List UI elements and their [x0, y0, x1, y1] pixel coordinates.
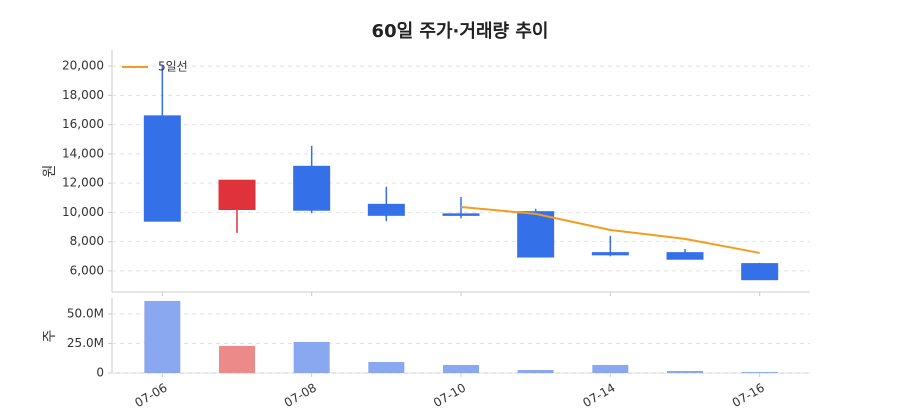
y-tick-label: 12,000: [62, 176, 104, 190]
candle-body: [517, 211, 555, 258]
volume-bar: [592, 364, 629, 373]
x-tick-label: 07-06: [132, 381, 169, 411]
volume-bar: [219, 345, 255, 373]
y-tick-label: 25.0M: [67, 336, 104, 350]
volume-bar: [368, 362, 405, 373]
candle-body: [218, 179, 256, 210]
y-tick-label: 0: [96, 366, 104, 380]
x-tick-label: 07-14: [580, 381, 617, 411]
chart-title: 60일 주가·거래량 추이: [372, 21, 549, 42]
y-tick-label: 14,000: [62, 146, 104, 160]
candle-body: [741, 263, 779, 281]
y-tick-label: 20,000: [62, 59, 104, 73]
x-tick-label: 07-10: [431, 381, 468, 411]
y-tick-label: 18,000: [62, 88, 104, 102]
y-tick-label: 6,000: [70, 263, 104, 277]
candle-body: [442, 213, 480, 216]
volume-bar: [667, 370, 703, 373]
volume-bar: [144, 300, 181, 373]
volume-bar: [293, 341, 330, 373]
volume-bar: [517, 370, 554, 373]
candle-body: [367, 203, 405, 216]
legend-label: 5일선: [158, 60, 188, 74]
y-tick-label: 8,000: [70, 234, 104, 248]
candle-body: [666, 252, 704, 260]
y-tick-label: 50.0M: [67, 306, 104, 320]
x-tick-label: 07-08: [282, 381, 319, 411]
ma-line: [460, 205, 760, 254]
candle-body: [293, 165, 331, 211]
x-tick-label: 07-16: [730, 381, 767, 411]
candle-body: [143, 115, 181, 222]
volume-bar: [443, 364, 479, 373]
y-tick-label: 10,000: [62, 205, 104, 219]
y-axis-title: 원: [42, 165, 58, 178]
y-tick-label: 16,000: [62, 117, 104, 131]
volume-bar: [741, 372, 778, 373]
y-axis-title: 주: [42, 329, 58, 342]
candle-body: [591, 252, 629, 256]
